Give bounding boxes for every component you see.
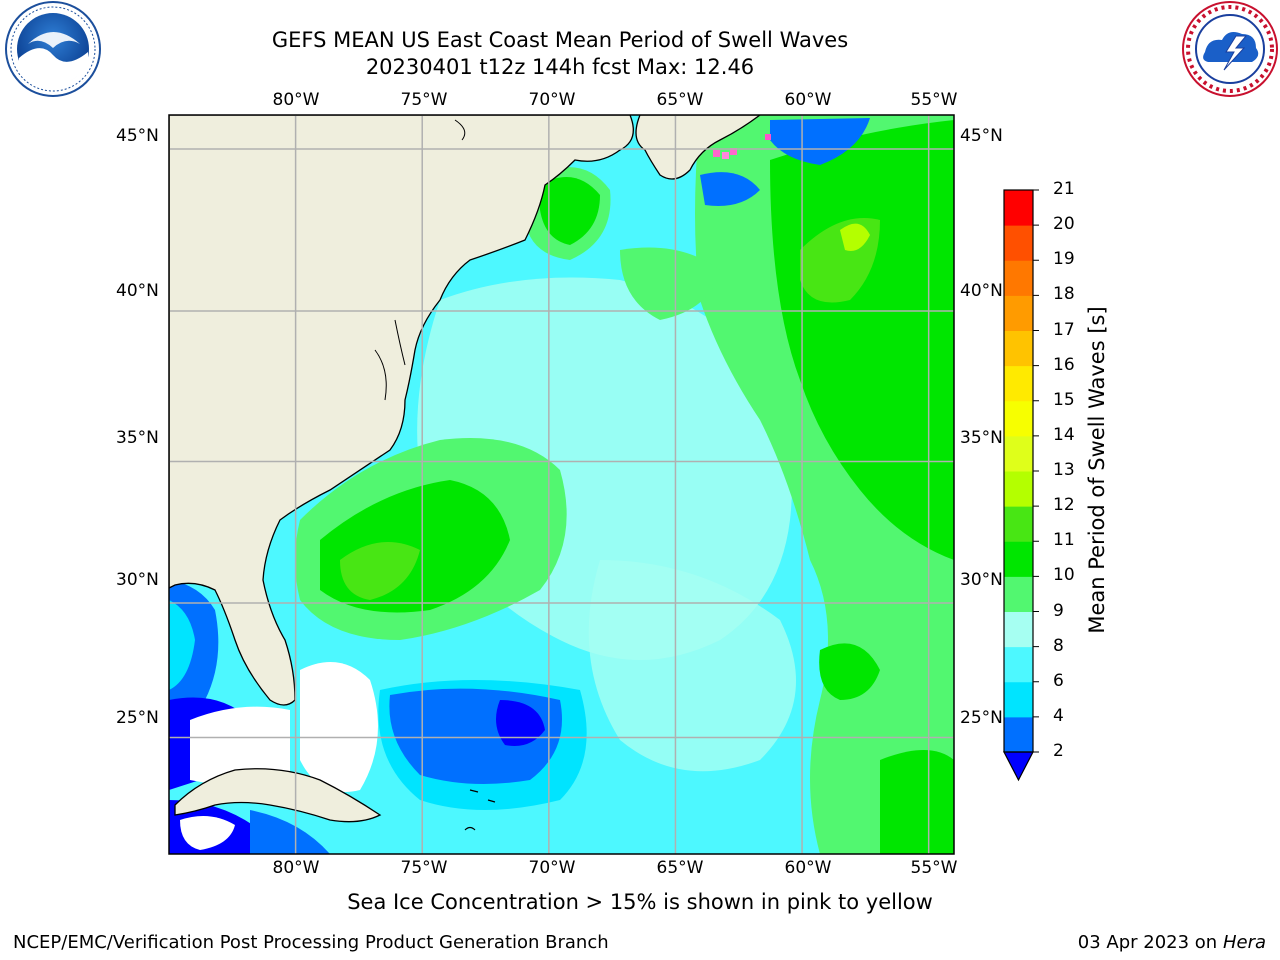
- noaa-logo: [5, 1, 101, 97]
- lat-label-left: 35°N: [116, 428, 159, 448]
- colorbar-tick-label: 15: [1053, 389, 1075, 410]
- colorbar-segment: [1004, 295, 1033, 331]
- colorbar-tick-label: 21: [1053, 179, 1075, 199]
- lon-label-bottom: 55°W: [910, 858, 958, 878]
- lon-label-top: 70°W: [528, 90, 576, 110]
- colorbar-tick-label: 12: [1053, 495, 1075, 516]
- colorbar-segment: [1004, 716, 1033, 753]
- nws-logo: [1182, 1, 1278, 97]
- map-frame: [168, 114, 955, 855]
- cuba-land: [174, 768, 382, 823]
- colorbar-segment: [1004, 435, 1033, 472]
- colorbar-segment: [1004, 471, 1033, 507]
- colorbar-tick-label: 14: [1053, 424, 1075, 445]
- colorbar-tick-label: 4: [1053, 705, 1064, 726]
- us-east-coast-land: [169, 115, 634, 706]
- colorbar-label: Mean Period of Swell Waves [s]: [1085, 306, 1109, 634]
- colorbar-segment: [1004, 506, 1033, 542]
- colorbar: [1003, 189, 1039, 782]
- lat-label-right: 30°N: [960, 570, 1003, 590]
- colorbar-tick-label: 8: [1053, 635, 1064, 656]
- colorbar-segment: [1004, 225, 1033, 261]
- colorbar-segment: [1004, 330, 1033, 367]
- lon-label-bottom: 80°W: [272, 858, 320, 878]
- lon-label-top: 60°W: [784, 90, 832, 110]
- graticule: [169, 115, 954, 854]
- colorbar-tick-label: 9: [1053, 600, 1064, 621]
- map-area: [169, 115, 954, 854]
- lon-label-bottom: 65°W: [656, 858, 704, 878]
- footer-credit: NCEP/EMC/Verification Post Processing Pr…: [13, 932, 609, 953]
- footer-date-text: 03 Apr 2023 on: [1077, 932, 1218, 953]
- colorbar-segment: [1004, 681, 1033, 718]
- colorbar-segment: [1004, 365, 1033, 402]
- colorbar-segment: [1004, 260, 1033, 296]
- lon-label-bottom: 70°W: [528, 858, 576, 878]
- colorbar-tick-label: 2: [1053, 741, 1064, 761]
- colorbar-segment: [1004, 400, 1033, 437]
- colorbar-segment: [1004, 576, 1033, 612]
- lat-label-right: 35°N: [960, 428, 1003, 448]
- lon-label-top: 55°W: [910, 90, 958, 110]
- footer-date: 03 Apr 2023 on Hera: [1078, 932, 1266, 953]
- colorbar-segment: [1004, 611, 1033, 648]
- lat-label-left: 40°N: [116, 281, 159, 301]
- lon-label-bottom: 60°W: [784, 858, 832, 878]
- colorbar-tick-label: 20: [1053, 214, 1075, 235]
- chart-title-line1: GEFS MEAN US East Coast Mean Period of S…: [271, 28, 849, 52]
- colorbar-underflow-triangle: [1003, 751, 1034, 782]
- lat-label-right: 40°N: [960, 281, 1003, 301]
- lat-label-right: 25°N: [960, 708, 1003, 728]
- colorbar-tick-label: 11: [1053, 530, 1075, 551]
- colorbar-segment: [1004, 190, 1033, 226]
- lat-label-right: 45°N: [960, 126, 1003, 146]
- colorbar-tick-label: 16: [1053, 354, 1075, 375]
- sea-ice-caption: Sea Ice Concentration > 15% is shown in …: [347, 890, 933, 914]
- lon-label-bottom: 75°W: [400, 858, 448, 878]
- colorbar-tick-label: 19: [1053, 249, 1075, 270]
- chart-title-line2: 20230401 t12z 144h fcst Max: 12.46: [365, 55, 755, 79]
- lat-label-left: 45°N: [116, 126, 159, 146]
- lat-label-left: 25°N: [116, 708, 159, 728]
- colorbar-segment: [1004, 646, 1033, 683]
- lon-label-top: 80°W: [272, 90, 320, 110]
- colorbar-tick-label: 13: [1053, 460, 1075, 480]
- lon-label-top: 65°W: [656, 90, 704, 110]
- colorbar-segment: [1004, 541, 1033, 577]
- lon-label-top: 75°W: [400, 90, 448, 110]
- colorbar-tick-label: 18: [1053, 284, 1075, 305]
- colorbar-tick-label: 6: [1053, 670, 1064, 691]
- lat-label-left: 30°N: [116, 570, 159, 590]
- colorbar-tick-label: 10: [1053, 565, 1075, 586]
- footer-host: Hera: [1222, 932, 1266, 953]
- colorbar-tick-label: 17: [1053, 319, 1075, 340]
